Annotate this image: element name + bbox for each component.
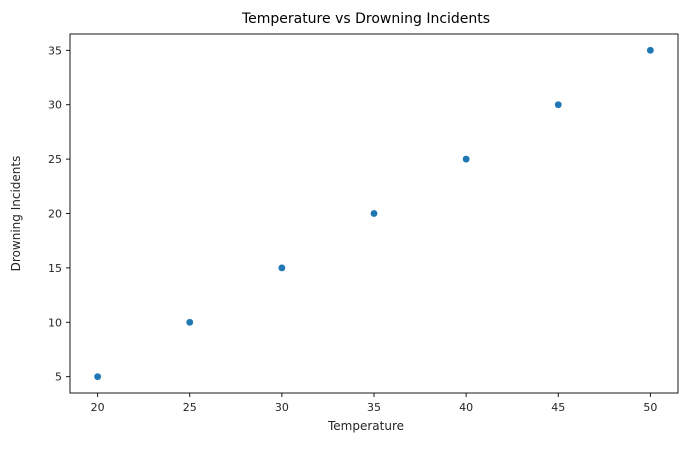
data-point bbox=[93, 372, 102, 381]
x-tick-label: 25 bbox=[183, 401, 197, 414]
data-point bbox=[370, 209, 378, 218]
y-tick-label: 25 bbox=[48, 153, 62, 166]
plot-area: 20 25 30 35 40 45 50 5 10 15 20 25 30 35 bbox=[48, 33, 679, 414]
data-points bbox=[93, 46, 655, 381]
y-tick-label: 35 bbox=[48, 44, 62, 57]
data-point bbox=[462, 155, 470, 163]
y-axis: 5 10 15 20 25 30 35 bbox=[48, 44, 70, 384]
y-tick-label: 5 bbox=[55, 371, 62, 384]
x-axis-title: Temperature bbox=[327, 419, 404, 433]
y-tick-label: 15 bbox=[48, 262, 62, 275]
x-tick-label: 30 bbox=[275, 401, 289, 414]
y-axis-title: Drowning Incidents bbox=[9, 156, 23, 272]
x-axis: 20 25 30 35 40 45 50 bbox=[91, 393, 657, 414]
y-tick-label: 20 bbox=[48, 208, 62, 221]
data-point bbox=[554, 100, 563, 109]
x-tick-label: 40 bbox=[459, 401, 473, 414]
y-tick-label: 30 bbox=[48, 99, 62, 112]
x-tick-label: 20 bbox=[91, 401, 105, 414]
chart-title: Temperature vs Drowning Incidents bbox=[241, 11, 490, 27]
x-tick-label: 50 bbox=[643, 401, 657, 414]
data-point bbox=[278, 264, 286, 272]
data-point bbox=[646, 46, 655, 55]
x-tick-label: 45 bbox=[551, 401, 565, 414]
data-point bbox=[185, 318, 194, 327]
x-tick-label: 35 bbox=[367, 401, 381, 414]
y-tick-label: 10 bbox=[48, 316, 62, 329]
